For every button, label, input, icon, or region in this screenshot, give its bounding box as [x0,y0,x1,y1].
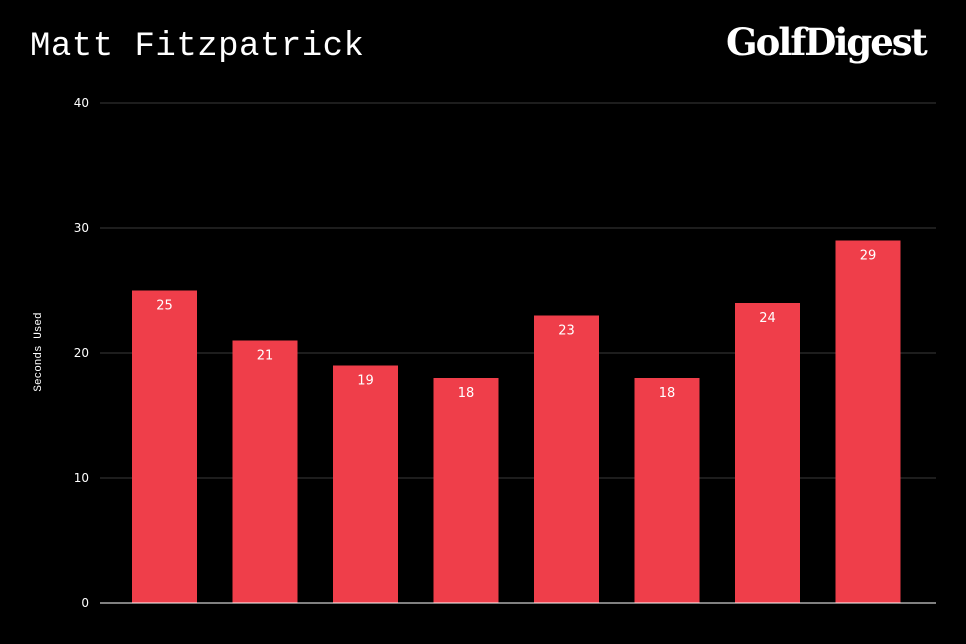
bar-data-label: 19 [357,374,374,389]
bar [132,290,197,603]
y-tick-label: 40 [74,96,89,110]
bar [835,240,901,603]
data-labels: 25 21 19 18 23 18 24 29 [156,249,876,402]
y-tick-label: 20 [74,346,89,360]
gridlines [100,102,936,479]
y-axis-label: Seconds Used [33,312,45,391]
bar-data-label: 23 [558,324,575,339]
bar [333,365,398,603]
bar-data-label: 29 [860,249,877,264]
bar-data-label: 25 [156,299,173,314]
bar-data-label: 24 [759,311,776,326]
chart-title: Matt Fitzpatrick [30,28,365,66]
bars [132,240,901,603]
y-tick-label: 30 [74,221,89,235]
y-tick-label: 10 [74,471,89,485]
bar-data-label: 21 [257,349,274,364]
bar-data-label: 18 [458,386,475,401]
golf-digest-logo: GolfDigest [726,20,928,64]
y-axis-ticks: 0 10 20 30 40 [74,96,89,610]
bar [433,378,499,603]
bar [534,315,599,603]
bar-data-label: 18 [659,386,676,401]
bar [634,378,700,603]
bar [735,303,800,603]
y-tick-label: 0 [81,596,89,610]
bar [232,340,298,603]
